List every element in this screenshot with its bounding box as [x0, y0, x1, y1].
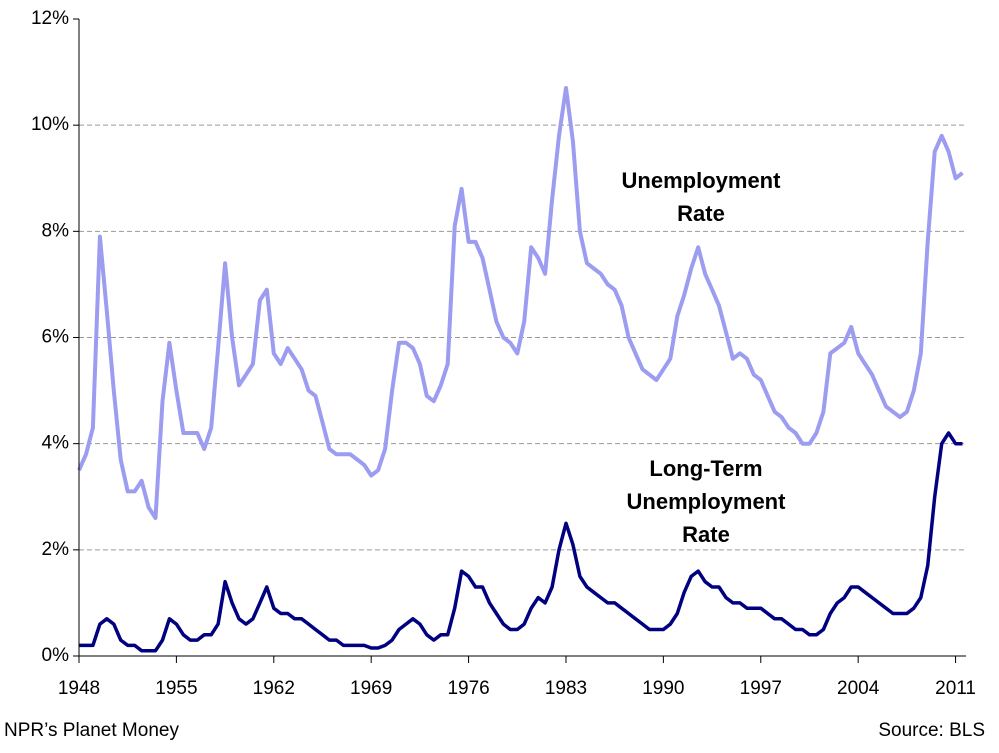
x-tick-label: 1983 — [545, 678, 587, 699]
y-tick-label: 4% — [42, 433, 70, 454]
x-tick-label: 1948 — [58, 678, 100, 699]
x-tick-label: 2011 — [935, 678, 976, 699]
y-tick-label: 8% — [42, 220, 70, 241]
x-tick-label: 1969 — [350, 678, 392, 699]
annotation-line: Rate — [682, 522, 730, 547]
annotation-line: Unemployment — [622, 168, 782, 193]
y-tick-label: 12% — [31, 8, 69, 29]
y-tick-label: 2% — [42, 539, 70, 560]
annotation-line: Long-Term — [649, 456, 762, 481]
annotation: Unemployment Rate — [622, 168, 782, 226]
series-line — [77, 86, 964, 520]
y-tick-label: 0% — [42, 645, 70, 666]
x-tick-label: 2004 — [837, 678, 880, 699]
annotation-line: Unemployment — [627, 489, 787, 514]
annotation: Long-Term Unemployment Rate — [627, 456, 787, 547]
source: Source: BLS — [878, 720, 985, 741]
credit: NPR’s Planet Money — [4, 720, 179, 741]
y-tick-label: 10% — [31, 114, 69, 135]
annotation-line: Rate — [677, 201, 725, 226]
x-tick-label: 1962 — [253, 678, 295, 699]
x-tick-label: 1990 — [642, 678, 684, 699]
x-tick-label: 1997 — [740, 678, 782, 699]
y-tick-label: 6% — [42, 327, 70, 348]
x-tick-label: 1955 — [155, 678, 197, 699]
x-tick-label: 1976 — [447, 678, 489, 699]
series-line — [79, 431, 963, 653]
